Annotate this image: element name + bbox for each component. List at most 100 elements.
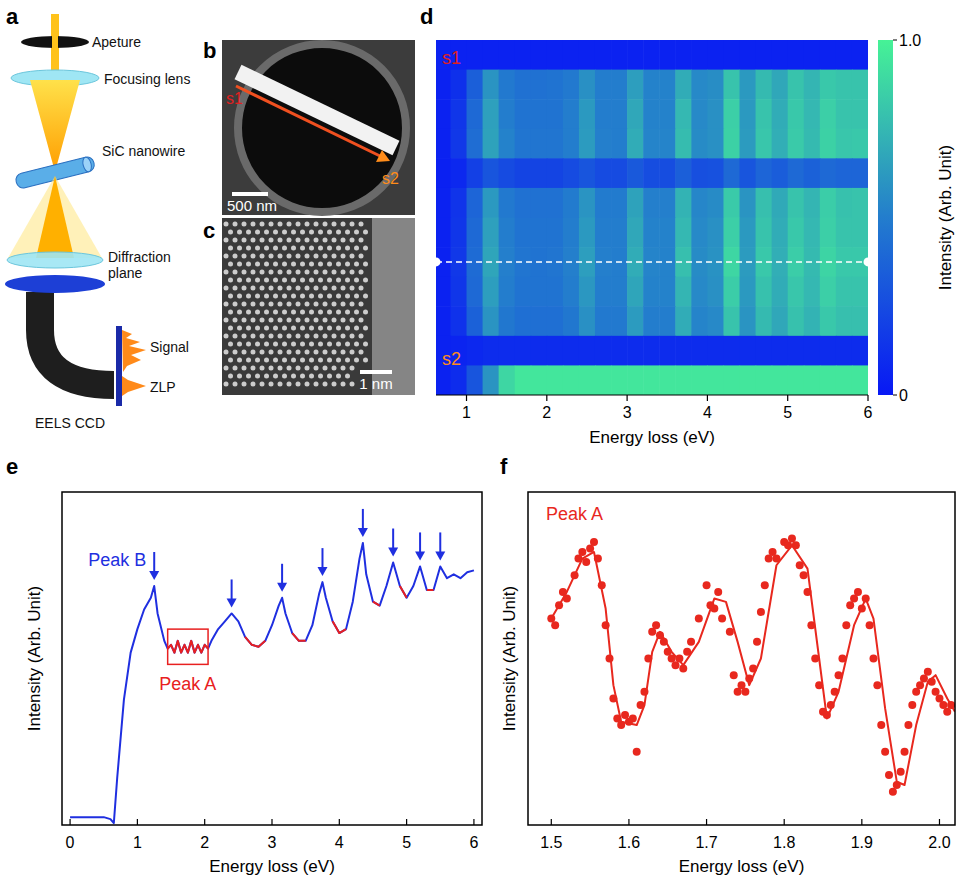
atom-column [237, 374, 242, 379]
heatmap-cell [675, 277, 692, 307]
heatmap-cell [788, 188, 805, 218]
heatmap-cell [659, 40, 676, 70]
heatmap-cell [595, 277, 612, 307]
heatmap-cell [740, 336, 757, 366]
atom-column [273, 230, 278, 235]
atom-column [323, 350, 328, 355]
heatmap-cell [547, 218, 564, 248]
heatmap-cell [836, 218, 853, 248]
atom-column [327, 294, 332, 299]
atom-column [233, 222, 238, 227]
heatmap-cell [691, 277, 708, 307]
atom-column [318, 310, 323, 315]
heatmap-cell [547, 277, 564, 307]
atom-column [273, 294, 278, 299]
data-point [629, 714, 637, 722]
heatmap-cell [467, 277, 484, 307]
atom-column [336, 246, 341, 251]
heatmap-cell [675, 218, 692, 248]
heatmap-cell [499, 40, 516, 70]
atom-column [255, 262, 260, 267]
schematic-label: Apeture [92, 34, 141, 50]
atom-column [228, 358, 233, 363]
atom-column [233, 254, 238, 259]
heatmap-cell [483, 129, 500, 159]
heatmap-cell [627, 365, 644, 395]
sem-nanowire [238, 72, 396, 148]
heatmap-cell [804, 158, 821, 188]
atom-column [233, 366, 238, 371]
heatmap-cell [531, 336, 548, 366]
data-point [866, 621, 874, 629]
data-point [877, 721, 885, 729]
atom-column [246, 278, 251, 283]
atom-column [282, 326, 287, 331]
atom-column [296, 238, 301, 243]
heatmap-cell [723, 306, 740, 336]
heatmap-cell [772, 336, 789, 366]
heatmap-cell [707, 306, 724, 336]
heatmap-cell [579, 158, 596, 188]
frame [528, 492, 955, 825]
atom-column [332, 382, 337, 387]
atom-column [287, 302, 292, 307]
heatmap-cell [707, 218, 724, 248]
heatmap-cell [804, 99, 821, 129]
heatmap-cell [643, 365, 660, 395]
atom-column [327, 310, 332, 315]
atom-column [264, 278, 269, 283]
data-point [718, 615, 726, 623]
heatmap-cell [627, 129, 644, 159]
heatmap-cell [691, 158, 708, 188]
heatmap-cell [772, 158, 789, 188]
heatmap-cell [740, 218, 757, 248]
atom-column [237, 262, 242, 267]
atom-column [341, 222, 346, 227]
scan-arrow [236, 86, 380, 156]
heatmap-cell [852, 218, 868, 248]
atom-column [296, 334, 301, 339]
heatmap-cell [467, 158, 484, 188]
x-tick [706, 819, 707, 825]
peak-arrow [227, 579, 237, 607]
heatmap-cell [675, 158, 692, 188]
heatmap-cell [691, 188, 708, 218]
atom-column [260, 334, 265, 339]
atom-column [242, 270, 247, 275]
diffraction-plane [5, 275, 105, 293]
heatmap-cell [675, 188, 692, 218]
heatmap-cell [740, 277, 757, 307]
atom-column [336, 262, 341, 267]
data-point [769, 548, 777, 556]
atom-column [341, 318, 346, 323]
heatmap-cell [836, 99, 853, 129]
heatmap-cell [740, 188, 757, 218]
heatmap-cell [595, 306, 612, 336]
data-point [842, 621, 850, 629]
heatmap-cell [547, 188, 564, 218]
atom-column [359, 270, 364, 275]
atom-column [273, 342, 278, 347]
heatmap-cell [467, 40, 484, 70]
beam [52, 35, 58, 49]
heatmap-cell [467, 336, 484, 366]
atom-column [224, 334, 229, 339]
atom-column [305, 254, 310, 259]
panel-letter: f [500, 454, 508, 479]
annotation: s2 [442, 349, 461, 369]
atom-column [350, 302, 355, 307]
heatmap-cell [804, 40, 821, 70]
heatmap-cell [852, 158, 868, 188]
spectrometer [40, 292, 114, 385]
atom-column [300, 246, 305, 251]
atom-column [287, 254, 292, 259]
heatmap-cell [643, 70, 660, 100]
atom-column [332, 334, 337, 339]
heatmap-cell [707, 336, 724, 366]
heatmap-cell [563, 70, 580, 100]
atom-column [305, 350, 310, 355]
atom-column [233, 286, 238, 291]
atom-column [341, 238, 346, 243]
atom-column [246, 310, 251, 315]
atom-column [341, 334, 346, 339]
